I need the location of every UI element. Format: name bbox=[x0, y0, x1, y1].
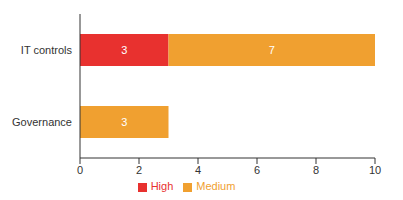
svg-text:IT controls: IT controls bbox=[21, 44, 73, 56]
svg-text:3: 3 bbox=[121, 116, 127, 128]
svg-text:6: 6 bbox=[254, 164, 260, 176]
svg-text:8: 8 bbox=[313, 164, 319, 176]
svg-text:3: 3 bbox=[121, 44, 127, 56]
svg-text:7: 7 bbox=[269, 44, 275, 56]
html-text:Medium: Medium bbox=[196, 180, 236, 192]
html-text:High: High bbox=[150, 180, 174, 192]
svg-text:Governance: Governance bbox=[12, 116, 72, 128]
svg-text:2: 2 bbox=[136, 164, 142, 176]
svg-text:10: 10 bbox=[369, 164, 381, 176]
svg-text:0: 0 bbox=[77, 164, 83, 176]
svg-text:4: 4 bbox=[195, 164, 201, 176]
